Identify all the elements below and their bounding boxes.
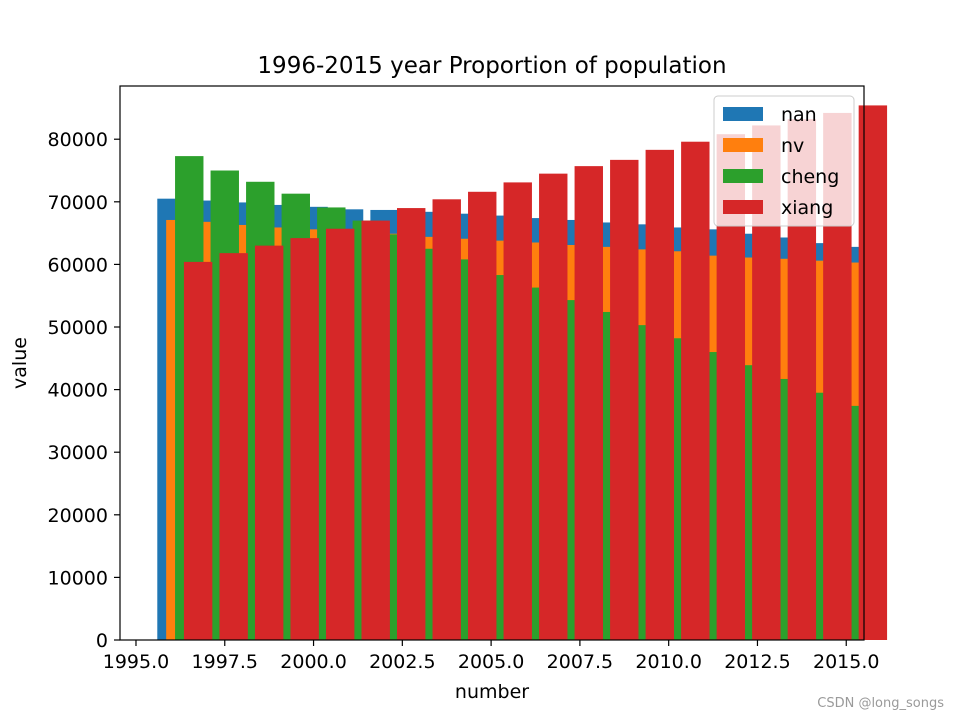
watermark-text: CSDN @long_songs <box>817 696 944 711</box>
bar-xiang-2003 <box>432 199 461 641</box>
bar-xiang-2004 <box>468 191 497 641</box>
bar-xiang-2005 <box>503 182 532 640</box>
y-tick-label: 50000 <box>48 317 108 339</box>
bar-xiang-1996 <box>183 261 213 640</box>
bar-xiang-2002 <box>397 208 426 640</box>
y-tick-label: 60000 <box>48 254 108 276</box>
bar-xiang-2009 <box>645 149 674 640</box>
bar-xiang-2007 <box>574 166 603 640</box>
y-tick-label: 70000 <box>48 192 108 214</box>
x-tick-label: 2002.5 <box>369 651 435 673</box>
x-axis-ticks: 1995.0 1997.5 2000.0 2002.5 2005.0 2007.5 2010… <box>103 640 879 673</box>
y-axis-label: value <box>9 337 31 389</box>
legend-label-nan: nan <box>781 104 817 126</box>
x-tick-label: 2010.0 <box>635 651 701 673</box>
y-tick-label: 10000 <box>48 567 108 589</box>
legend-label-nv: nv <box>781 135 804 157</box>
legend-swatch-cheng <box>723 169 763 183</box>
bar-xiang-1997 <box>219 253 248 640</box>
legend-box <box>713 95 855 227</box>
bar-xiang-2006 <box>539 173 568 640</box>
legend: nan nv cheng xiang <box>713 95 855 227</box>
x-axis-label: number <box>455 681 529 703</box>
bar-xiang-2001 <box>361 220 390 640</box>
y-tick-label: 20000 <box>48 505 108 527</box>
x-tick-label: 2005.0 <box>458 651 524 673</box>
legend-label-cheng: cheng <box>781 166 839 188</box>
y-tick-label: 80000 <box>48 129 108 151</box>
bar-marks <box>157 105 888 641</box>
legend-label-xiang: xiang <box>781 197 833 219</box>
y-tick-label: 40000 <box>48 380 108 402</box>
x-tick-label: 1995.0 <box>103 651 169 673</box>
bar-xiang-2015 <box>858 105 888 640</box>
bar-xiang-1999 <box>290 238 319 640</box>
legend-swatch-nv <box>723 138 763 152</box>
plot-frame <box>119 85 865 641</box>
legend-items: nan nv cheng xiang <box>723 104 839 219</box>
bar-xiang-2008 <box>610 159 639 640</box>
legend-swatch-xiang <box>723 200 763 214</box>
x-tick-label: 2012.5 <box>724 651 790 673</box>
bar-xiang-2000 <box>325 228 355 641</box>
chart-title: 1996-2015 year Proportion of population <box>257 53 726 79</box>
bar-xiang-2010 <box>681 141 710 640</box>
bar-xiang-1998 <box>254 245 284 640</box>
x-tick-label: 2015.0 <box>813 651 879 673</box>
x-tick-label: 1997.5 <box>192 651 258 673</box>
x-tick-label: 2000.0 <box>280 651 346 673</box>
y-tick-label: 30000 <box>48 442 108 464</box>
y-tick-label: 0 <box>96 630 108 652</box>
y-axis-ticks: 0 10000 20000 30000 40000 50000 60000 70000 8000… <box>48 129 120 652</box>
x-tick-label: 2007.5 <box>547 651 613 673</box>
legend-swatch-nan <box>723 107 763 121</box>
